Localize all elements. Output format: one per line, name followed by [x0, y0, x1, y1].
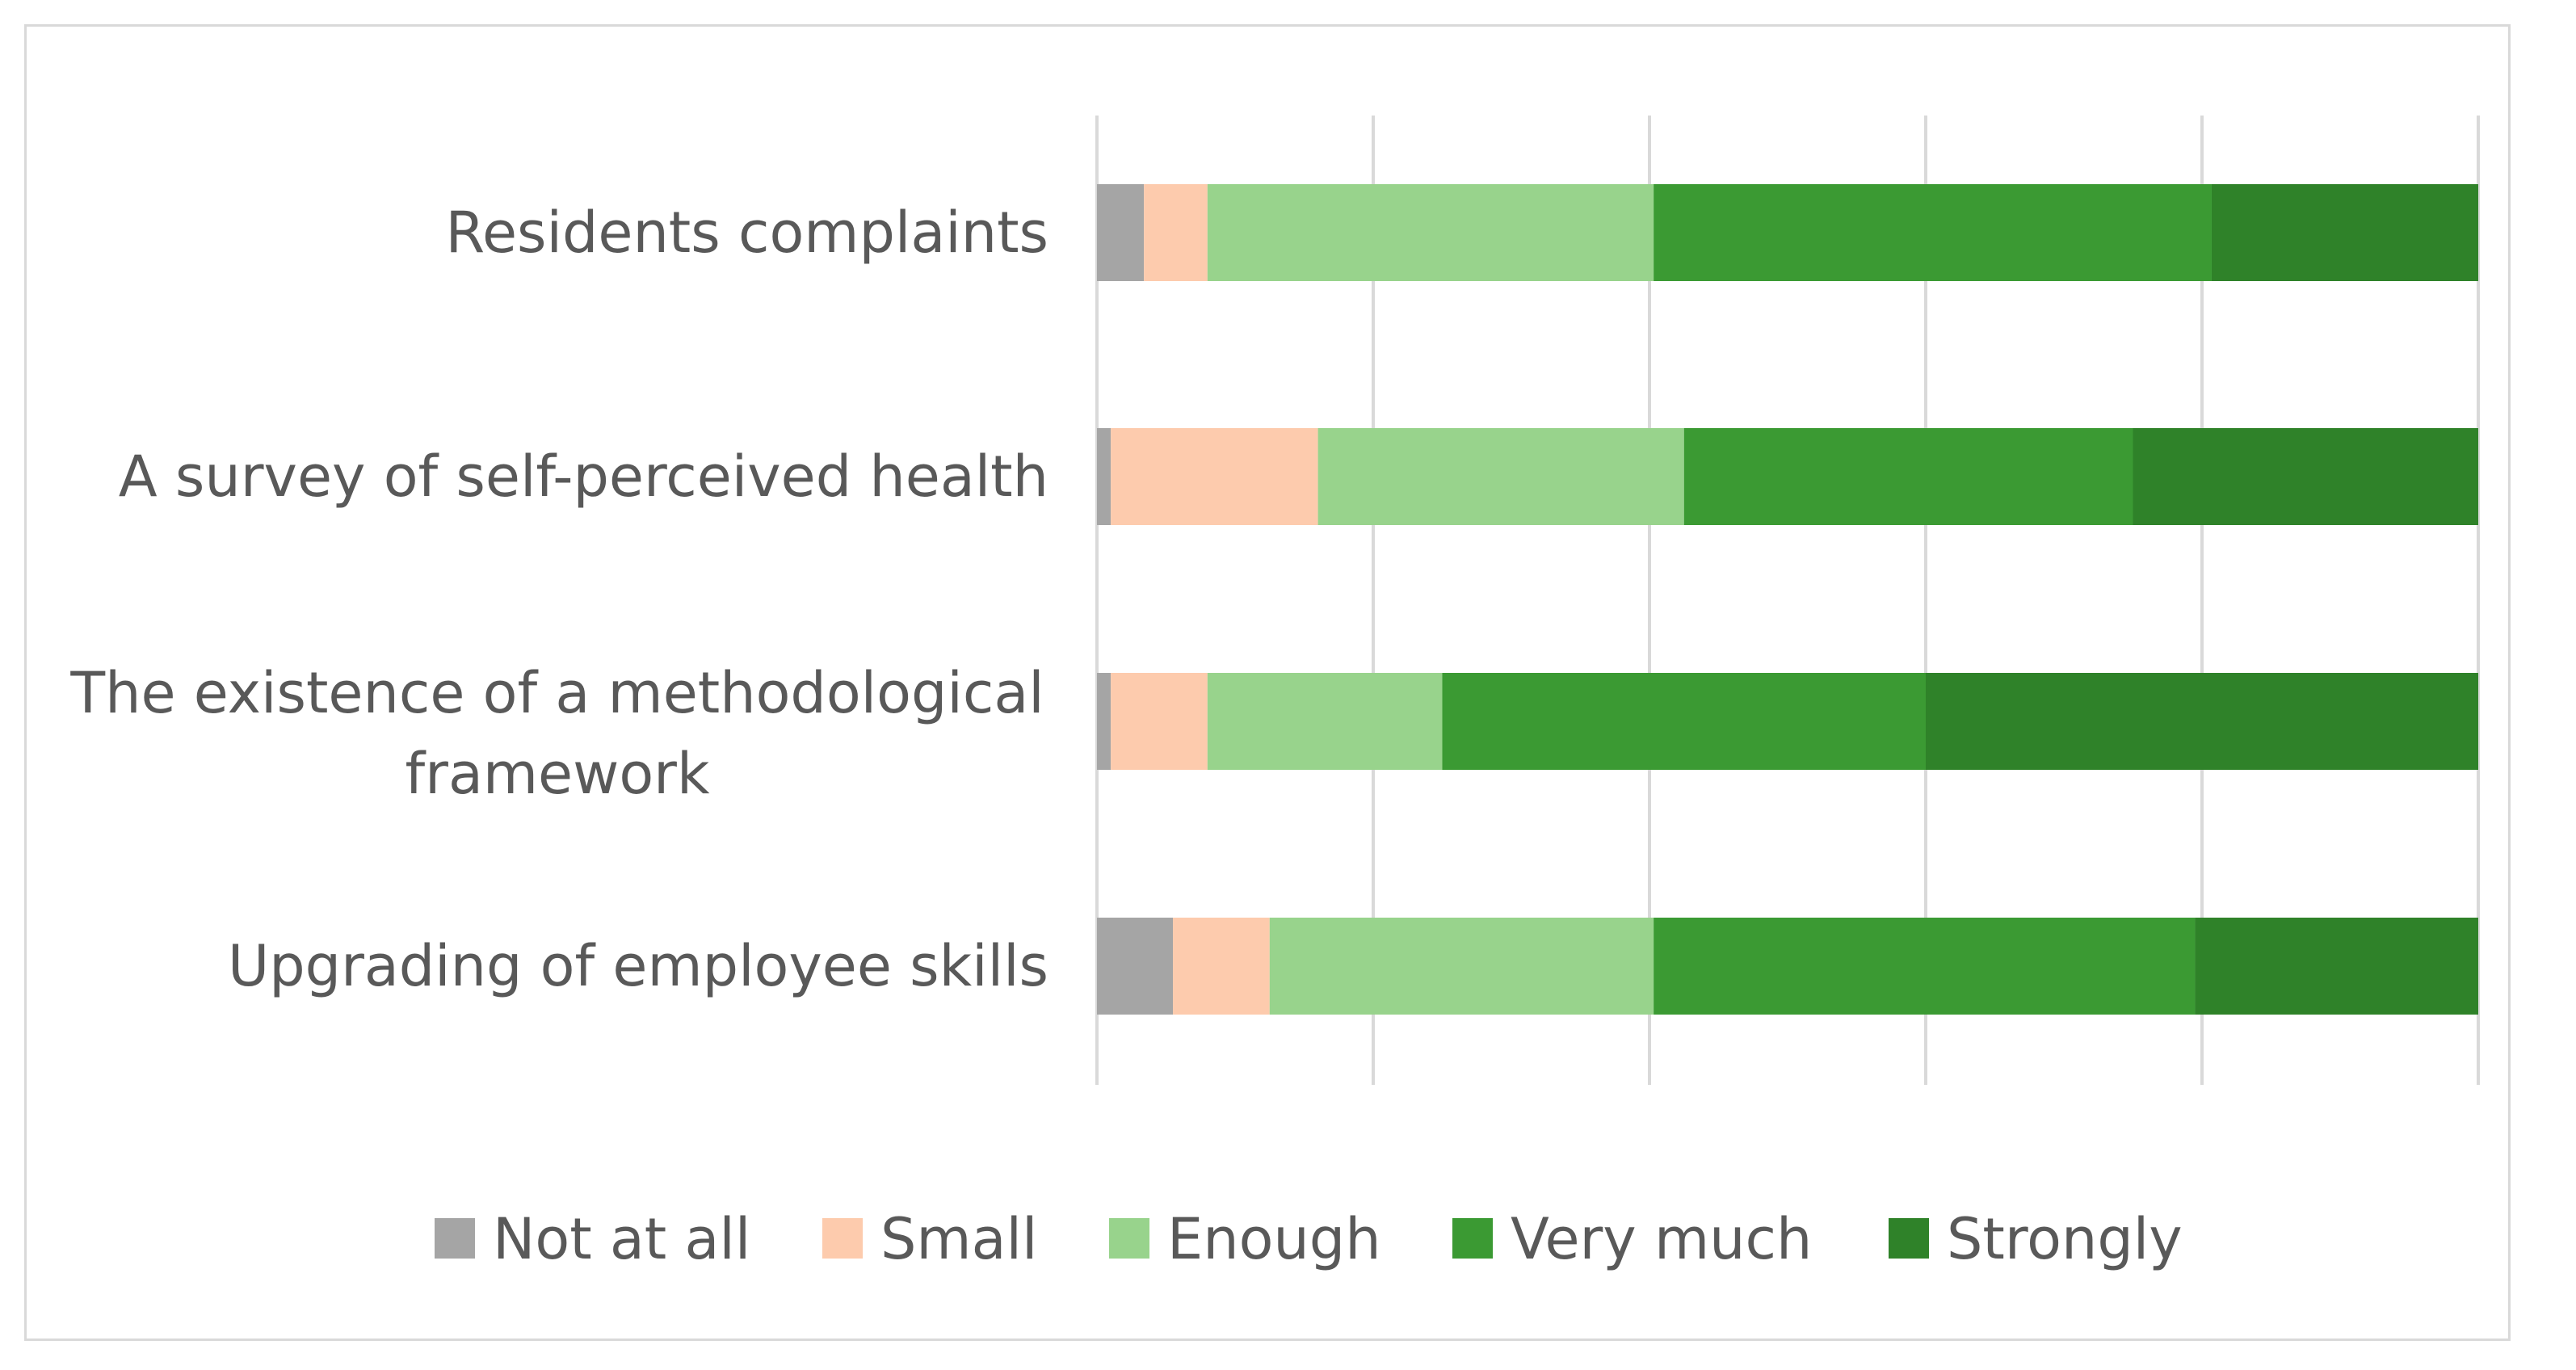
legend-label: Not at all: [493, 1206, 750, 1272]
category-labels: Residents complaints A survey of self-per…: [69, 200, 1048, 999]
legend-label: Enough: [1167, 1206, 1381, 1272]
category-label: Residents complaints: [445, 200, 1048, 266]
chart-frame: Residents complaints A survey of self-per…: [24, 24, 2511, 1341]
bar-segment-very-much: [1654, 184, 2212, 281]
legend-item-strongly: Strongly: [1889, 1206, 2183, 1272]
bar-segment-strongly: [2211, 184, 2478, 281]
legend-label: Small: [880, 1206, 1037, 1272]
category-label: The existence of a methodological framewo…: [69, 660, 1044, 807]
legend-item-enough: Enough: [1109, 1206, 1381, 1272]
bar-segment-strongly: [2133, 428, 2478, 525]
bar-segment-small: [1111, 428, 1318, 525]
bar-segment-strongly: [2195, 918, 2478, 1015]
bar-segment-very-much: [1683, 428, 2133, 525]
bar-segment-not-at-all: [1097, 918, 1174, 1015]
legend-swatch: [435, 1218, 475, 1259]
bar-segment-very-much: [1442, 673, 1926, 770]
bar-segment-strongly: [1926, 673, 2478, 770]
bar-segment-small: [1111, 673, 1208, 770]
bar-segment-enough: [1207, 184, 1654, 281]
bar-segment-very-much: [1654, 918, 2196, 1015]
category-label: A survey of self-perceived health: [119, 443, 1048, 510]
bar-segment-enough: [1317, 428, 1684, 525]
category-label: Upgrading of employee skills: [228, 933, 1048, 999]
bar-segment-not-at-all: [1097, 184, 1145, 281]
bar-segment-enough: [1207, 673, 1443, 770]
bar-segment-enough: [1269, 918, 1654, 1015]
bar-segment-not-at-all: [1097, 428, 1112, 525]
legend-label: Very much: [1511, 1206, 1812, 1272]
stacked-bar-chart: Residents complaints A survey of self-per…: [69, 116, 2480, 1272]
bar-segment-not-at-all: [1097, 673, 1112, 770]
legend-label: Strongly: [1947, 1206, 2183, 1272]
legend-item-not-at-all: Not at all: [435, 1206, 750, 1272]
legend-swatch: [1109, 1218, 1149, 1259]
bar-segment-small: [1173, 918, 1270, 1015]
legend-swatch: [1452, 1218, 1493, 1259]
legend-item-very-much: Very much: [1452, 1206, 1812, 1272]
bars: [1097, 184, 2478, 1015]
bar-segment-small: [1144, 184, 1208, 281]
legend-item-small: Small: [822, 1206, 1037, 1272]
legend-swatch: [822, 1218, 863, 1259]
legend-swatch: [1889, 1218, 1929, 1259]
legend: Not at all Small Enough Very much Strongly: [435, 1206, 2183, 1272]
